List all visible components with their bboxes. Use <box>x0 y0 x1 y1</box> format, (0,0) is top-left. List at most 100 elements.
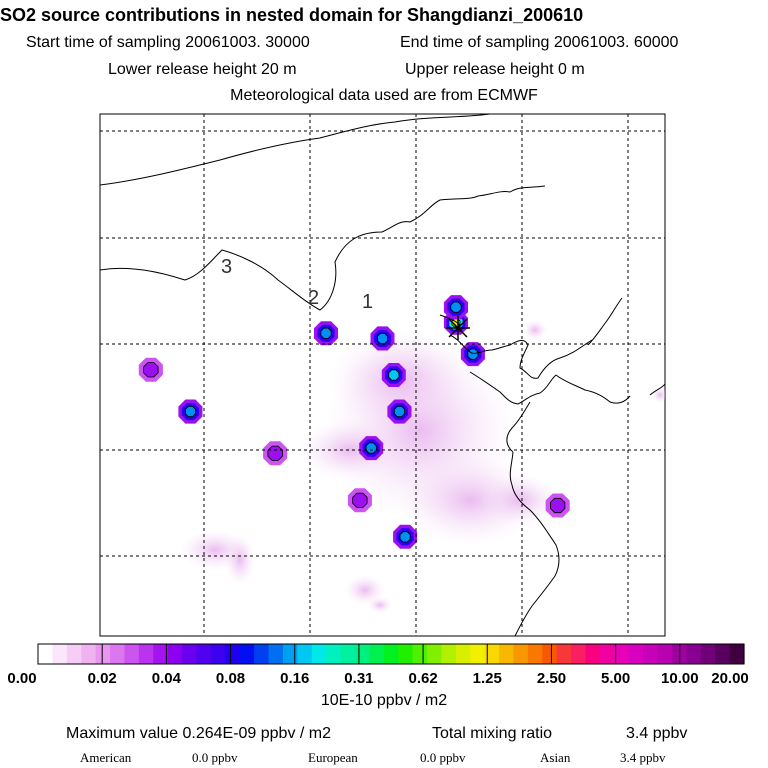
colorbar-cell <box>182 644 198 664</box>
colorbar-cell <box>657 644 673 664</box>
colorbar-cell <box>138 644 154 664</box>
colorbar-cell <box>686 644 702 664</box>
colorbar-tick-label: 0.08 <box>215 670 246 687</box>
american-label: American <box>80 750 132 765</box>
colorbar-cell <box>297 644 313 664</box>
colorbar-cell <box>196 644 212 664</box>
hotspot-south-a <box>347 488 372 513</box>
colorbar-tick-label: 1.25 <box>472 670 502 687</box>
colorbar-cell <box>412 644 428 664</box>
colorbar-cell <box>239 644 255 664</box>
colorbar-cell <box>585 644 601 664</box>
colorbar-tick-label: 5.00 <box>601 670 631 687</box>
max-value-label: Maximum value 0.264E-09 ppbv / m2 <box>66 725 332 742</box>
colorbar-tick-label: 20.00 <box>711 670 749 687</box>
colorbar-cell <box>210 644 226 664</box>
colorbar-frame <box>37 643 745 665</box>
colorbar-cell <box>513 644 529 664</box>
colorbar-cell <box>427 644 443 664</box>
hotspot-north-b <box>370 326 395 351</box>
colorbar <box>38 644 745 664</box>
colorbar-cell <box>81 644 97 664</box>
domain-label-1: 1 <box>362 291 373 313</box>
domain-label-3: 3 <box>221 256 232 278</box>
grid-lines <box>100 114 665 636</box>
colorbar-cell <box>167 644 183 664</box>
colorbar-cell <box>52 644 68 664</box>
colorbar-cell <box>700 644 716 664</box>
hotspot-west-a <box>138 357 163 382</box>
colorbar-cell <box>484 644 500 664</box>
hotspot-east-b <box>443 295 468 320</box>
coastlines <box>100 114 665 636</box>
hotspot-central-1 <box>381 363 406 387</box>
colorbar-cell <box>441 644 457 664</box>
hotspot-west-c <box>263 441 288 466</box>
colorbar-cell <box>556 644 572 664</box>
colorbar-cell <box>268 644 284 664</box>
colorbar-cell <box>499 644 515 664</box>
colorbar-cell <box>110 644 126 664</box>
colorbar-tick-label: 0.16 <box>280 670 310 687</box>
colorbar-cell <box>326 644 342 664</box>
colorbar-cell <box>643 644 659 664</box>
colorbar-cell <box>527 644 543 664</box>
colorbar-cell <box>282 644 298 664</box>
receptor-marker <box>446 316 470 340</box>
colorbar-tick-label: 10.00 <box>661 670 699 687</box>
european-label: European <box>308 750 358 765</box>
colorbar-tick-label: 2.50 <box>536 670 567 687</box>
colorbar-cell <box>398 644 414 664</box>
colorbar-tick-label: 0.00 <box>7 670 37 687</box>
hotspot-central-3 <box>359 436 384 461</box>
hotspot-east-a <box>460 342 485 367</box>
colorbar-cell <box>66 644 82 664</box>
hotspot-central-2 <box>387 399 412 424</box>
colorbar-cell <box>153 644 169 664</box>
colorbar-cell <box>715 644 731 664</box>
colorbar-cell <box>124 644 140 664</box>
hotspot-south-b <box>393 524 418 549</box>
european-value: 0.0 ppbv <box>420 750 466 765</box>
colorbar-cell <box>254 644 270 664</box>
colorbar-cell <box>354 644 370 664</box>
colorbar-cell <box>599 644 615 664</box>
total-mixing-label: Total mixing ratio <box>432 725 553 742</box>
hotspot-layer <box>138 295 570 549</box>
lower-height-label: Lower release height 20 m <box>108 61 297 78</box>
colorbar-cell <box>614 644 630 664</box>
colorbar-unit: 10E-10 ppbv / m2 <box>320 692 448 709</box>
colorbar-cell <box>383 644 399 664</box>
colorbar-cell <box>38 644 54 664</box>
hotspot-south-east <box>545 493 570 518</box>
start-time-label: Start time of sampling 20061003. 30000 <box>26 34 310 51</box>
colorbar-tick-label: 0.04 <box>151 670 181 687</box>
end-time-label: End time of sampling 20061003. 60000 <box>400 34 679 51</box>
colorbar-cell <box>311 644 327 664</box>
asian-value: 3.4 ppbv <box>620 750 666 765</box>
colorbar-cell <box>225 644 241 664</box>
colorbar-cell <box>571 644 587 664</box>
colorbar-cell <box>455 644 471 664</box>
colorbar-tick-label: 0.31 <box>344 670 374 687</box>
plume-background <box>180 320 665 613</box>
colorbar-cell <box>542 644 558 664</box>
chart-title: SO2 source contributions in nested domai… <box>0 5 584 25</box>
met-data-label: Meteorological data used are from ECMWF <box>230 87 538 104</box>
colorbar-cell <box>470 644 486 664</box>
colorbar-cell <box>95 644 111 664</box>
colorbar-cell <box>628 644 644 664</box>
colorbar-cell <box>369 644 385 664</box>
colorbar-cell <box>729 644 745 664</box>
american-value: 0.0 ppbv <box>192 750 238 765</box>
colorbar-tick-label: 0.02 <box>87 670 117 687</box>
domain-label-2: 2 <box>308 287 319 309</box>
colorbar-cell <box>340 644 356 664</box>
hotspot-north-a <box>314 321 338 346</box>
asian-label: Asian <box>540 750 571 765</box>
colorbar-tick-label: 0.62 <box>408 670 438 687</box>
total-mixing-value: 3.4 ppbv <box>626 725 688 742</box>
upper-height-label: Upper release height 0 m <box>405 61 585 78</box>
hotspot-west-b <box>178 399 203 424</box>
